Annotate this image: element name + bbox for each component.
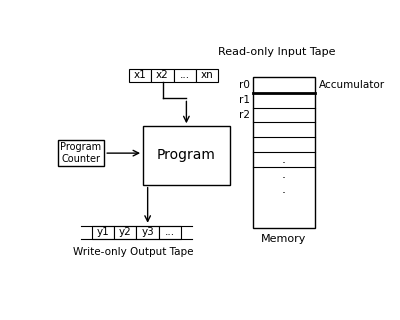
- Text: ...: ...: [180, 70, 190, 80]
- Text: r0: r0: [239, 80, 250, 90]
- Text: r1: r1: [239, 95, 250, 105]
- Text: r2: r2: [239, 110, 250, 120]
- Bar: [92, 226, 114, 239]
- Bar: [114, 226, 136, 239]
- Text: y2: y2: [119, 227, 132, 237]
- Bar: [159, 226, 181, 239]
- Bar: [58, 140, 104, 166]
- Text: Program: Program: [157, 148, 216, 163]
- Text: x2: x2: [156, 70, 169, 80]
- Text: xn: xn: [201, 70, 214, 80]
- Bar: [253, 77, 315, 228]
- Text: Memory: Memory: [261, 234, 307, 244]
- Bar: [143, 126, 230, 185]
- Text: x1: x1: [134, 70, 146, 80]
- Text: Write-only Output Tape: Write-only Output Tape: [73, 247, 194, 258]
- Text: Read-only Input Tape: Read-only Input Tape: [218, 47, 335, 57]
- Text: ...: ...: [165, 227, 175, 237]
- Bar: [196, 68, 218, 82]
- Bar: [136, 226, 159, 239]
- Text: y1: y1: [97, 227, 109, 237]
- Bar: [129, 68, 151, 82]
- Text: Program
Counter: Program Counter: [60, 142, 102, 164]
- Text: Accumulator: Accumulator: [319, 80, 385, 90]
- Text: ·
·
·: · · ·: [282, 157, 286, 200]
- Bar: [151, 68, 174, 82]
- Text: y3: y3: [141, 227, 154, 237]
- Bar: [174, 68, 196, 82]
